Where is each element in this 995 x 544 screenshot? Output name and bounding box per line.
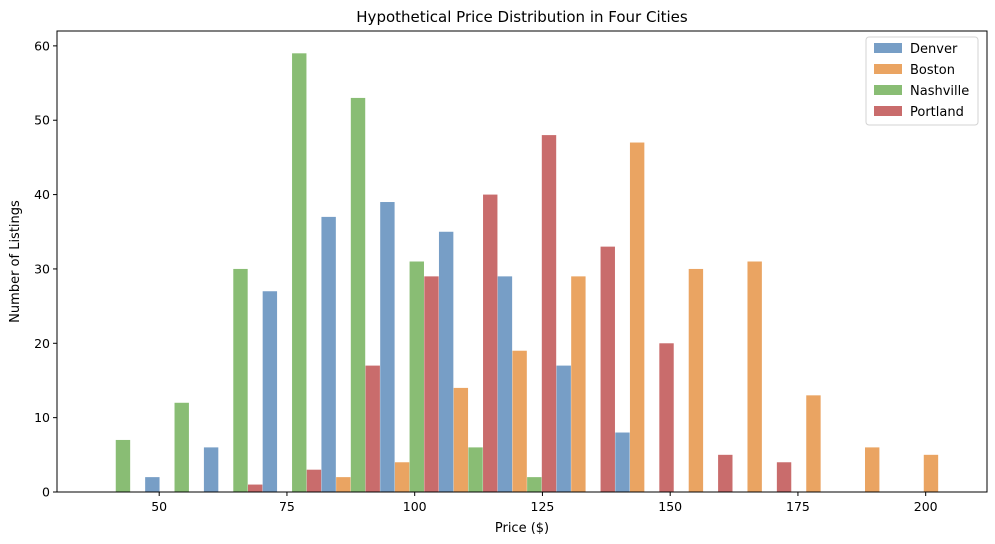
y-axis-ticks: 0 10 20 30 40 50 60 — [34, 38, 57, 500]
legend: Denver Boston Nashville Portland — [865, 36, 979, 126]
bar-nashville-6 — [468, 447, 483, 492]
x-tick-label: 75 — [279, 499, 295, 514]
bar-boston-14 — [923, 454, 939, 492]
bar-denver-6 — [438, 231, 454, 492]
legend-label-denver: Denver — [910, 42, 958, 57]
y-tick-label: 0 — [42, 485, 50, 500]
bar-denver-1 — [145, 477, 160, 492]
x-axis-ticks: 50 75 100 125 150 175 200 — [151, 492, 938, 514]
bar-nashville-4 — [350, 97, 366, 493]
bar-boston-6 — [453, 387, 469, 492]
bar-denver-4 — [321, 216, 336, 492]
bar-portland-8 — [600, 246, 615, 492]
y-tick-label: 40 — [34, 187, 50, 202]
bar-boston-11 — [747, 261, 762, 492]
x-tick-label: 100 — [403, 499, 427, 514]
bar-portland-9 — [659, 343, 674, 492]
chart-title: Hypothetical Price Distribution in Four … — [356, 8, 688, 26]
bars-group — [115, 53, 939, 493]
bar-boston-7 — [512, 350, 527, 492]
bar-portland-2 — [247, 484, 263, 492]
x-tick-label: 125 — [531, 499, 555, 514]
bar-denver-5 — [380, 202, 395, 492]
bar-portland-11 — [776, 462, 792, 492]
bar-nashville-1 — [174, 402, 189, 492]
plot-frame — [56, 30, 988, 493]
bar-denver-2 — [203, 447, 219, 492]
x-tick-label: 50 — [151, 499, 167, 514]
legend-swatch-boston — [874, 64, 902, 74]
legend-swatch-denver — [874, 43, 902, 53]
bar-nashville-5 — [409, 261, 424, 492]
bar-portland-5 — [424, 276, 439, 492]
y-axis-label: Number of Listings — [8, 200, 23, 323]
bar-portland-7 — [541, 135, 557, 492]
y-tick-label: 10 — [34, 410, 50, 425]
legend-swatch-nashville — [874, 85, 902, 95]
y-tick-label: 50 — [34, 113, 50, 128]
bar-portland-10 — [718, 454, 733, 492]
legend-swatch-portland — [874, 106, 902, 116]
bar-nashville-2 — [233, 268, 248, 492]
y-tick-label: 60 — [34, 38, 50, 53]
bar-portland-6 — [483, 194, 498, 492]
bar-denver-9 — [615, 432, 630, 492]
x-tick-label: 200 — [914, 499, 938, 514]
legend-box — [865, 36, 979, 126]
bar-nashville-3 — [292, 53, 307, 493]
bar-denver-3 — [262, 291, 278, 492]
y-tick-label: 20 — [34, 336, 50, 351]
bar-boston-5 — [394, 462, 410, 492]
bar-boston-4 — [336, 477, 351, 492]
bar-boston-9 — [629, 142, 645, 492]
bar-boston-12 — [806, 395, 821, 492]
bar-denver-8 — [556, 365, 571, 492]
bar-boston-13 — [865, 447, 880, 492]
bar-boston-10 — [688, 268, 704, 492]
legend-label-portland: Portland — [910, 105, 964, 120]
x-tick-label: 150 — [658, 499, 682, 514]
bar-portland-3 — [306, 469, 322, 492]
bar-portland-4 — [365, 365, 380, 492]
bar-denver-7 — [497, 276, 513, 492]
x-axis-label: Price ($) — [495, 521, 549, 536]
bar-nashville-0 — [115, 439, 131, 492]
legend-label-nashville: Nashville — [910, 84, 969, 99]
bar-nashville-7 — [527, 477, 542, 492]
x-tick-label: 175 — [786, 499, 810, 514]
bar-boston-8 — [571, 276, 586, 492]
y-tick-label: 30 — [34, 261, 50, 276]
legend-label-boston: Boston — [910, 63, 955, 78]
